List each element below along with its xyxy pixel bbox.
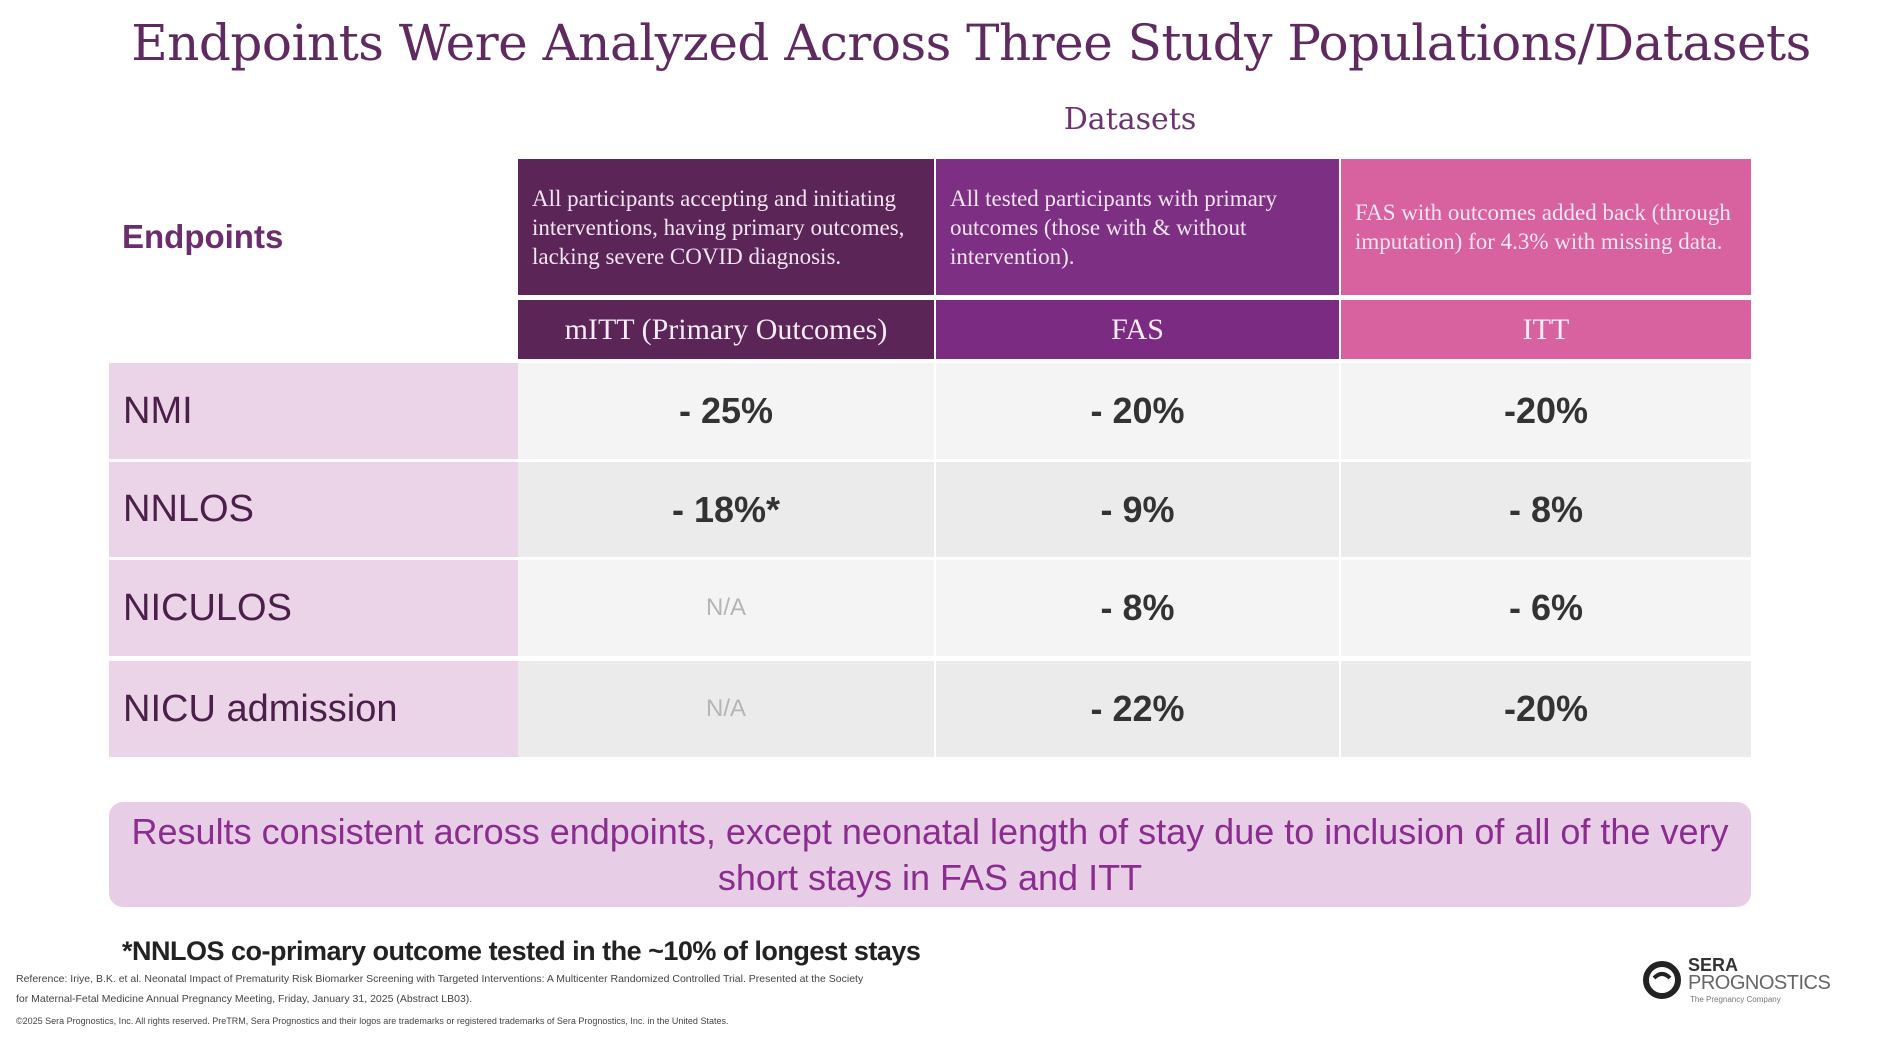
datasets-heading: Datasets bbox=[1063, 102, 1197, 137]
itt-column-header: ITT bbox=[1341, 300, 1751, 359]
table-cell: - 8% bbox=[936, 560, 1339, 656]
table-cell: N/A bbox=[518, 661, 934, 757]
table-cell: - 8% bbox=[1341, 462, 1751, 557]
table-cell: - 25% bbox=[518, 363, 934, 459]
table-cell: - 9% bbox=[936, 462, 1339, 557]
footnote: *NNLOS co-primary outcome tested in the … bbox=[122, 936, 921, 966]
page-title: Endpoints Were Analyzed Across Three Stu… bbox=[131, 14, 1811, 72]
endpoint-label: NICULOS bbox=[109, 560, 518, 656]
reference-line-2: for Maternal-Fetal Medicine Annual Pregn… bbox=[16, 993, 473, 1005]
table-cell: - 18%* bbox=[518, 462, 934, 557]
fas-description: All tested participants with primary out… bbox=[936, 159, 1339, 295]
endpoint-label: NMI bbox=[109, 363, 518, 459]
mitt-column-header: mITT (Primary Outcomes) bbox=[518, 300, 934, 359]
table-cell: - 22% bbox=[936, 661, 1339, 757]
table-cell: - 20% bbox=[936, 363, 1339, 459]
logo-line1: SERA bbox=[1688, 955, 1739, 975]
copyright: ©2025 Sera Prognostics, Inc. All rights … bbox=[16, 1016, 729, 1026]
itt-description: FAS with outcomes added back (through im… bbox=[1341, 159, 1751, 295]
reference-line-1: Reference: Iriye, B.K. et al. Neonatal I… bbox=[16, 973, 864, 985]
logo-line2: PROGNOSTICS bbox=[1688, 972, 1831, 994]
logo-mark-icon bbox=[1643, 961, 1681, 999]
fas-column-header: FAS bbox=[936, 300, 1339, 359]
table-cell: -20% bbox=[1341, 363, 1751, 459]
endpoint-label: NICU admission bbox=[109, 661, 518, 757]
table-cell: -20% bbox=[1341, 661, 1751, 757]
sera-prognostics-logo: SERA PROGNOSTICS The Pregnancy Company bbox=[1640, 956, 1860, 1011]
mitt-description: All participants accepting and initiatin… bbox=[518, 159, 934, 295]
table-cell: N/A bbox=[518, 560, 934, 656]
logo-tagline: The Pregnancy Company bbox=[1690, 995, 1781, 1004]
endpoint-label: NNLOS bbox=[109, 462, 518, 557]
summary-banner: Results consistent across endpoints, exc… bbox=[109, 802, 1751, 907]
endpoints-heading: Endpoints bbox=[122, 218, 284, 255]
table-cell: - 6% bbox=[1341, 560, 1751, 656]
